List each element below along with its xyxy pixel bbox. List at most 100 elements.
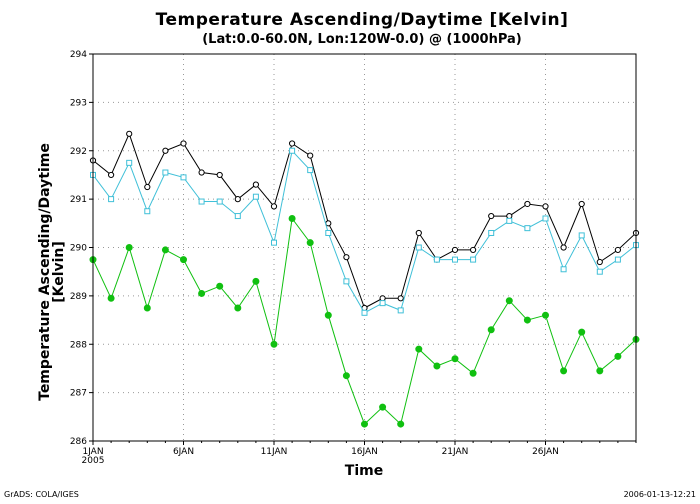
data-point [578,328,586,336]
footer-left: GrADS: COLA/IGES [4,490,79,499]
data-point [505,297,513,305]
data-point [162,147,169,154]
y-tick-label: 293 [70,98,87,108]
data-point [162,169,169,176]
data-point [379,403,387,411]
data-point [125,244,133,251]
data-point [180,140,187,147]
data-point [470,246,477,254]
data-point [596,258,603,266]
data-point [107,294,115,302]
data-point [452,256,458,263]
data-point [144,183,151,191]
data-point [524,225,531,232]
data-point [216,198,223,205]
data-point [343,254,350,261]
data-point [198,289,206,297]
data-point [270,203,278,210]
data-point [126,159,133,166]
y-axis-title-line2: [Kelvin] [51,241,67,303]
y-tick-label: 287 [70,389,87,399]
data-point [216,282,224,290]
data-point [560,266,567,273]
data-point [415,244,422,251]
data-point [397,307,404,314]
x-tick-label: 26JAN [532,447,559,457]
data-point [126,130,133,137]
x-tick-label: 1JAN [82,447,103,457]
data-point [198,169,205,176]
data-point [342,372,350,380]
data-point [234,213,241,220]
data-point [524,200,531,208]
data-point [542,203,549,210]
data-point [198,198,205,205]
data-point [470,256,477,263]
data-point [379,300,386,307]
data-point [307,167,314,174]
data-point [487,326,495,334]
data-point [614,256,621,263]
data-point [506,217,513,224]
data-point [614,246,622,254]
data-point [596,367,604,375]
data-point [324,311,332,319]
data-point [108,171,115,179]
y-tick-label: 291 [70,195,87,205]
data-point [252,277,260,285]
y-tick-label: 294 [70,50,87,60]
x-tick-label: 16JAN [351,447,378,457]
data-point [216,171,223,179]
data-point [271,239,277,246]
data-point [578,200,585,208]
chart-subtitle: (Lat:0.0-60.0N, Lon:120W-0.0) @ (1000hPa… [202,32,522,47]
data-point [270,340,278,348]
data-point [143,304,151,312]
data-point [234,304,242,312]
data-point [397,295,404,302]
chart-title: Temperature Ascending/Daytime [Kelvin] [156,10,569,30]
series-line [92,149,637,314]
series-2 [89,214,640,428]
data-point [379,295,386,302]
x-tick-label: 21JAN [442,447,469,457]
data-point [397,420,405,428]
y-tick-label: 286 [70,437,87,447]
data-point [433,362,441,370]
data-point [180,256,187,264]
data-point [415,229,422,237]
data-point [578,232,585,239]
data-point [361,420,368,428]
y-tick-label: 290 [70,244,87,254]
data-point [560,367,568,375]
data-point [488,229,495,236]
data-point [542,311,549,319]
data-point [415,345,423,353]
data-point [614,352,622,360]
data-point [542,215,549,222]
x-tick-sublabel: 2005 [82,456,105,466]
data-point [108,196,115,203]
data-point [161,246,169,254]
data-point [289,140,296,147]
data-point [560,244,567,251]
data-point [307,152,314,159]
series-layer [89,130,640,428]
y-axis-title-line1: Temperature Ascending/Daytime [37,143,53,401]
series-0 [89,130,640,312]
x-axis-title: Time [345,463,383,479]
data-point [325,229,332,236]
data-point [180,174,187,181]
data-point [289,147,296,154]
data-point [144,208,151,215]
data-point [234,196,241,203]
plot-frame [92,53,637,442]
x-tick-label: 11JAN [261,447,288,457]
data-point [306,239,314,247]
data-point [596,268,603,275]
y-tick-label: 289 [70,292,87,302]
data-point [451,355,459,363]
data-point [361,309,368,316]
